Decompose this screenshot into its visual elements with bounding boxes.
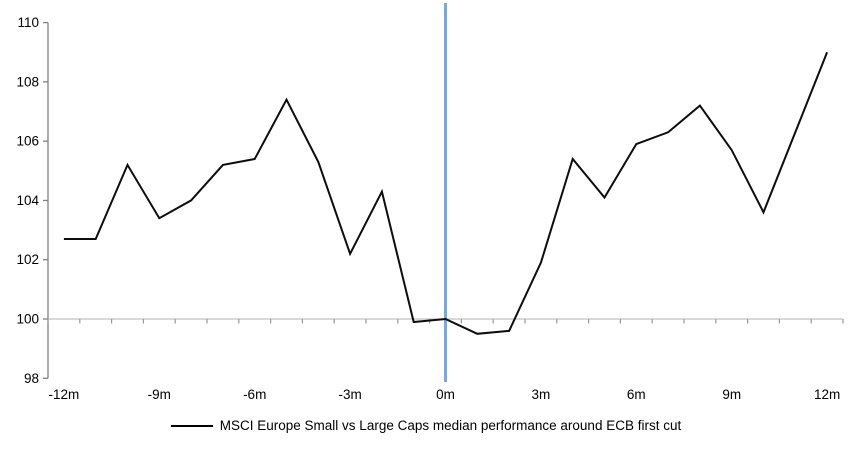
x-tick-label: -6m <box>243 387 266 402</box>
x-tick-label: 9m <box>722 387 741 402</box>
y-tick-label: 110 <box>17 15 39 30</box>
series-line <box>63 51 829 335</box>
y-tick-label: 102 <box>16 252 39 267</box>
x-tick-label: 12m <box>814 387 840 402</box>
x-tick-label: -12m <box>49 387 80 402</box>
x-tick-label: -3m <box>338 387 361 402</box>
x-tick-label: -9m <box>148 387 171 402</box>
y-tick-label: 98 <box>24 371 39 386</box>
y-tick-label: 100 <box>16 312 39 327</box>
x-tick-label: 6m <box>627 387 646 402</box>
legend-line-sample <box>170 424 213 427</box>
x-tick-label: 3m <box>532 387 551 402</box>
x-tick-labels: -12m -9m -6m -3m 0m 3m 6m 9m 12m <box>49 387 841 402</box>
y-tick-label: 106 <box>16 134 39 149</box>
x-tick-label: 0m <box>436 387 455 402</box>
legend-label: MSCI Europe Small vs Large Caps median p… <box>219 418 682 433</box>
chart-legend: MSCI Europe Small vs Large Caps median p… <box>0 418 852 433</box>
y-axis: 98 100 102 104 106 108 110 <box>16 15 49 386</box>
y-tick-label: 104 <box>16 193 39 208</box>
y-tick-label: 108 <box>16 74 39 89</box>
